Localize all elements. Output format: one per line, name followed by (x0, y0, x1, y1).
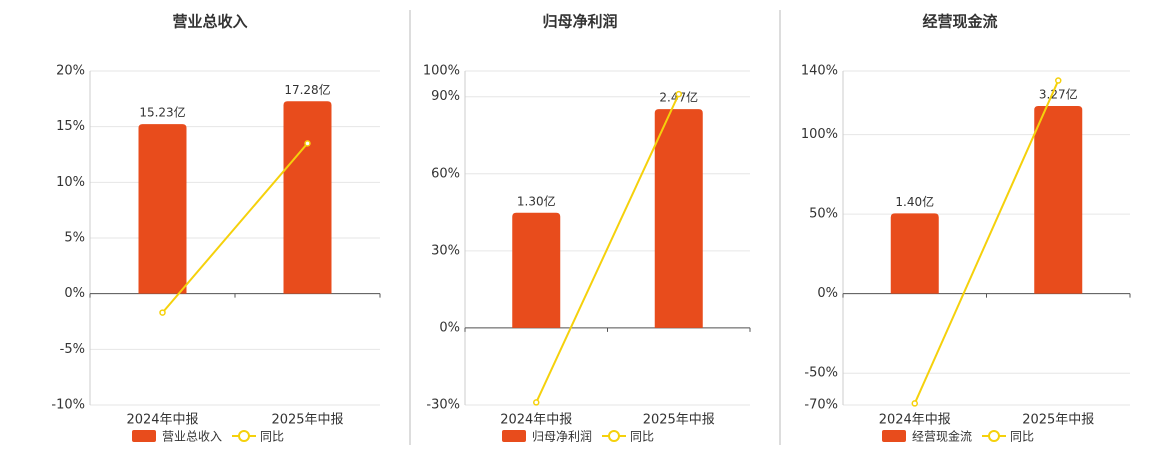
x-tick-label: 2025年中报 (271, 413, 343, 428)
bar (138, 124, 187, 294)
value-label: 1.40亿 (895, 194, 934, 209)
x-tick-label: 2025年中报 (643, 413, 715, 428)
y-tick-label: 60% (431, 166, 460, 181)
bar (890, 213, 939, 294)
x-tick-label: 2024年中报 (126, 413, 198, 428)
bar (654, 109, 703, 328)
y-tick-label: 5% (64, 231, 85, 246)
x-tick-label: 2024年中报 (879, 413, 951, 428)
legend-marker (238, 430, 250, 442)
point (533, 399, 540, 406)
y-tick-label: 15% (56, 119, 85, 134)
y-tick-label: 140% (801, 64, 838, 79)
y-tick-label: 90% (431, 89, 460, 104)
y-tick-label: 0% (64, 286, 85, 301)
legend-marker (988, 430, 1000, 442)
y-tick-label: 100% (801, 127, 838, 142)
legend-label: 经营现金流 (912, 429, 972, 444)
y-tick-label: 0% (817, 286, 838, 301)
legend-swatch (132, 430, 156, 442)
chart-title: 经营现金流 (922, 13, 997, 31)
legend-label: 同比 (1010, 430, 1034, 444)
line (913, 80, 1060, 404)
bar (512, 212, 561, 328)
point (1055, 77, 1062, 84)
legend-swatch (882, 430, 906, 442)
y-tick-label: -10% (51, 398, 85, 413)
y-tick-label: 30% (431, 243, 460, 258)
value-label: 15.23亿 (139, 105, 185, 120)
bar (1034, 106, 1083, 294)
point (304, 140, 311, 147)
value-label: 1.30亿 (517, 193, 556, 208)
legend-label: 营业总收入 (162, 430, 222, 444)
chart-title: 归母净利润 (542, 13, 617, 31)
legend-swatch (502, 430, 526, 442)
y-tick-label: -30% (426, 398, 460, 413)
y-tick-label: 50% (809, 207, 838, 222)
y-tick-label: 0% (439, 320, 460, 335)
line (161, 142, 309, 314)
bar (283, 101, 332, 294)
line (535, 93, 680, 403)
value-label: 17.28亿 (284, 82, 330, 97)
y-tick-label: 20% (56, 64, 85, 79)
legend-label: 同比 (260, 430, 284, 444)
y-tick-label: -50% (804, 366, 838, 381)
legend-label: 同比 (630, 430, 654, 444)
value-label: 3.27亿 (1039, 87, 1078, 102)
point (159, 309, 166, 316)
x-tick-label: 2025年中报 (1022, 413, 1094, 428)
y-tick-label: -5% (60, 342, 85, 357)
chart-title: 营业总收入 (172, 13, 247, 31)
legend-marker (608, 430, 620, 442)
point (675, 90, 682, 98)
y-tick-label: 100% (423, 64, 460, 79)
y-tick-label: 10% (56, 175, 85, 190)
legend-label: 归母净利润 (532, 430, 592, 444)
x-tick-label: 2024年中报 (500, 413, 572, 428)
y-tick-label: -70% (804, 398, 838, 413)
point (911, 400, 918, 407)
